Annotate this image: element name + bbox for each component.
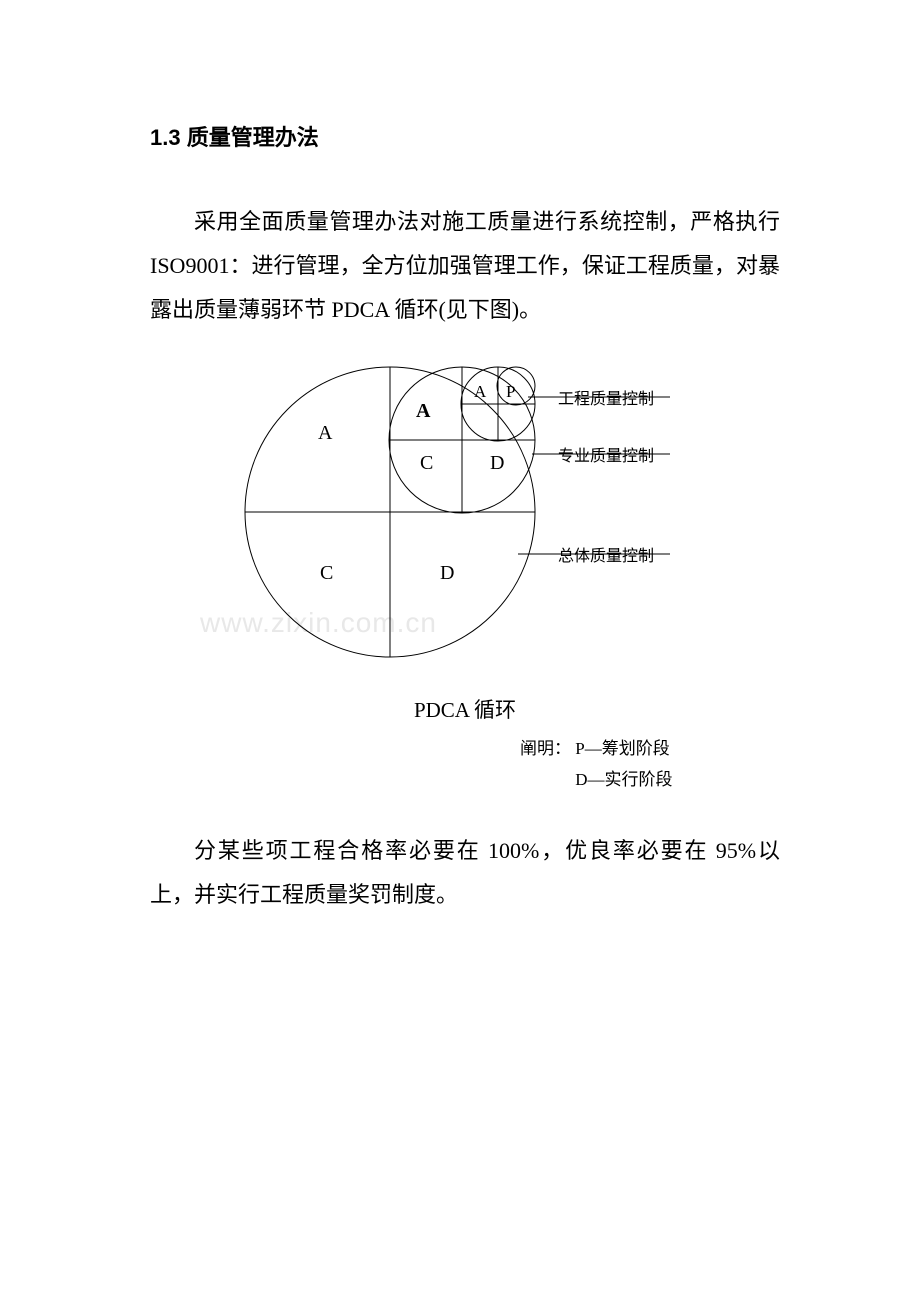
diagram-caption: PDCA 循环 — [150, 694, 780, 724]
annotation-3: 总体质量控制 — [558, 542, 654, 566]
pdca-diagram: ACDACDAP工程质量控制专业质量控制总体质量控制 — [150, 352, 790, 692]
document-content: 1.3 质量管理办法 采用全面质量管理办法对施工质量进行系统控制，严格执行 IS… — [0, 0, 920, 917]
diagram-notes: 阐明： P—筹划阶段 阐明： D—实行阶段 — [520, 734, 780, 795]
section-number: 1.3 — [150, 125, 181, 150]
label-D-mid: D — [490, 452, 504, 475]
label-P-inner: P — [506, 382, 515, 402]
label-D-outer: D — [440, 562, 454, 585]
paragraph-1: 采用全面质量管理办法对施工质量进行系统控制，严格执行 ISO9001：进行管理，… — [150, 200, 780, 332]
label-A-mid: A — [416, 400, 430, 423]
pdca-svg — [150, 352, 790, 692]
section-heading: 1.3 质量管理办法 — [150, 120, 780, 152]
notes-label: 阐明： — [520, 739, 571, 758]
note-2: D—实行阶段 — [575, 770, 672, 789]
label-C-outer: C — [320, 562, 333, 585]
note-1: P—筹划阶段 — [575, 739, 669, 758]
paragraph-2: 分某些项工程合格率必要在 100%，优良率必要在 95%以上，并实行工程质量奖罚… — [150, 829, 780, 917]
label-A-inner: A — [474, 382, 486, 402]
annotation-1: 工程质量控制 — [558, 385, 654, 409]
annotation-2: 专业质量控制 — [558, 442, 654, 466]
label-A-outer: A — [318, 422, 332, 445]
label-C-mid: C — [420, 452, 433, 475]
section-title: 质量管理办法 — [187, 125, 319, 150]
